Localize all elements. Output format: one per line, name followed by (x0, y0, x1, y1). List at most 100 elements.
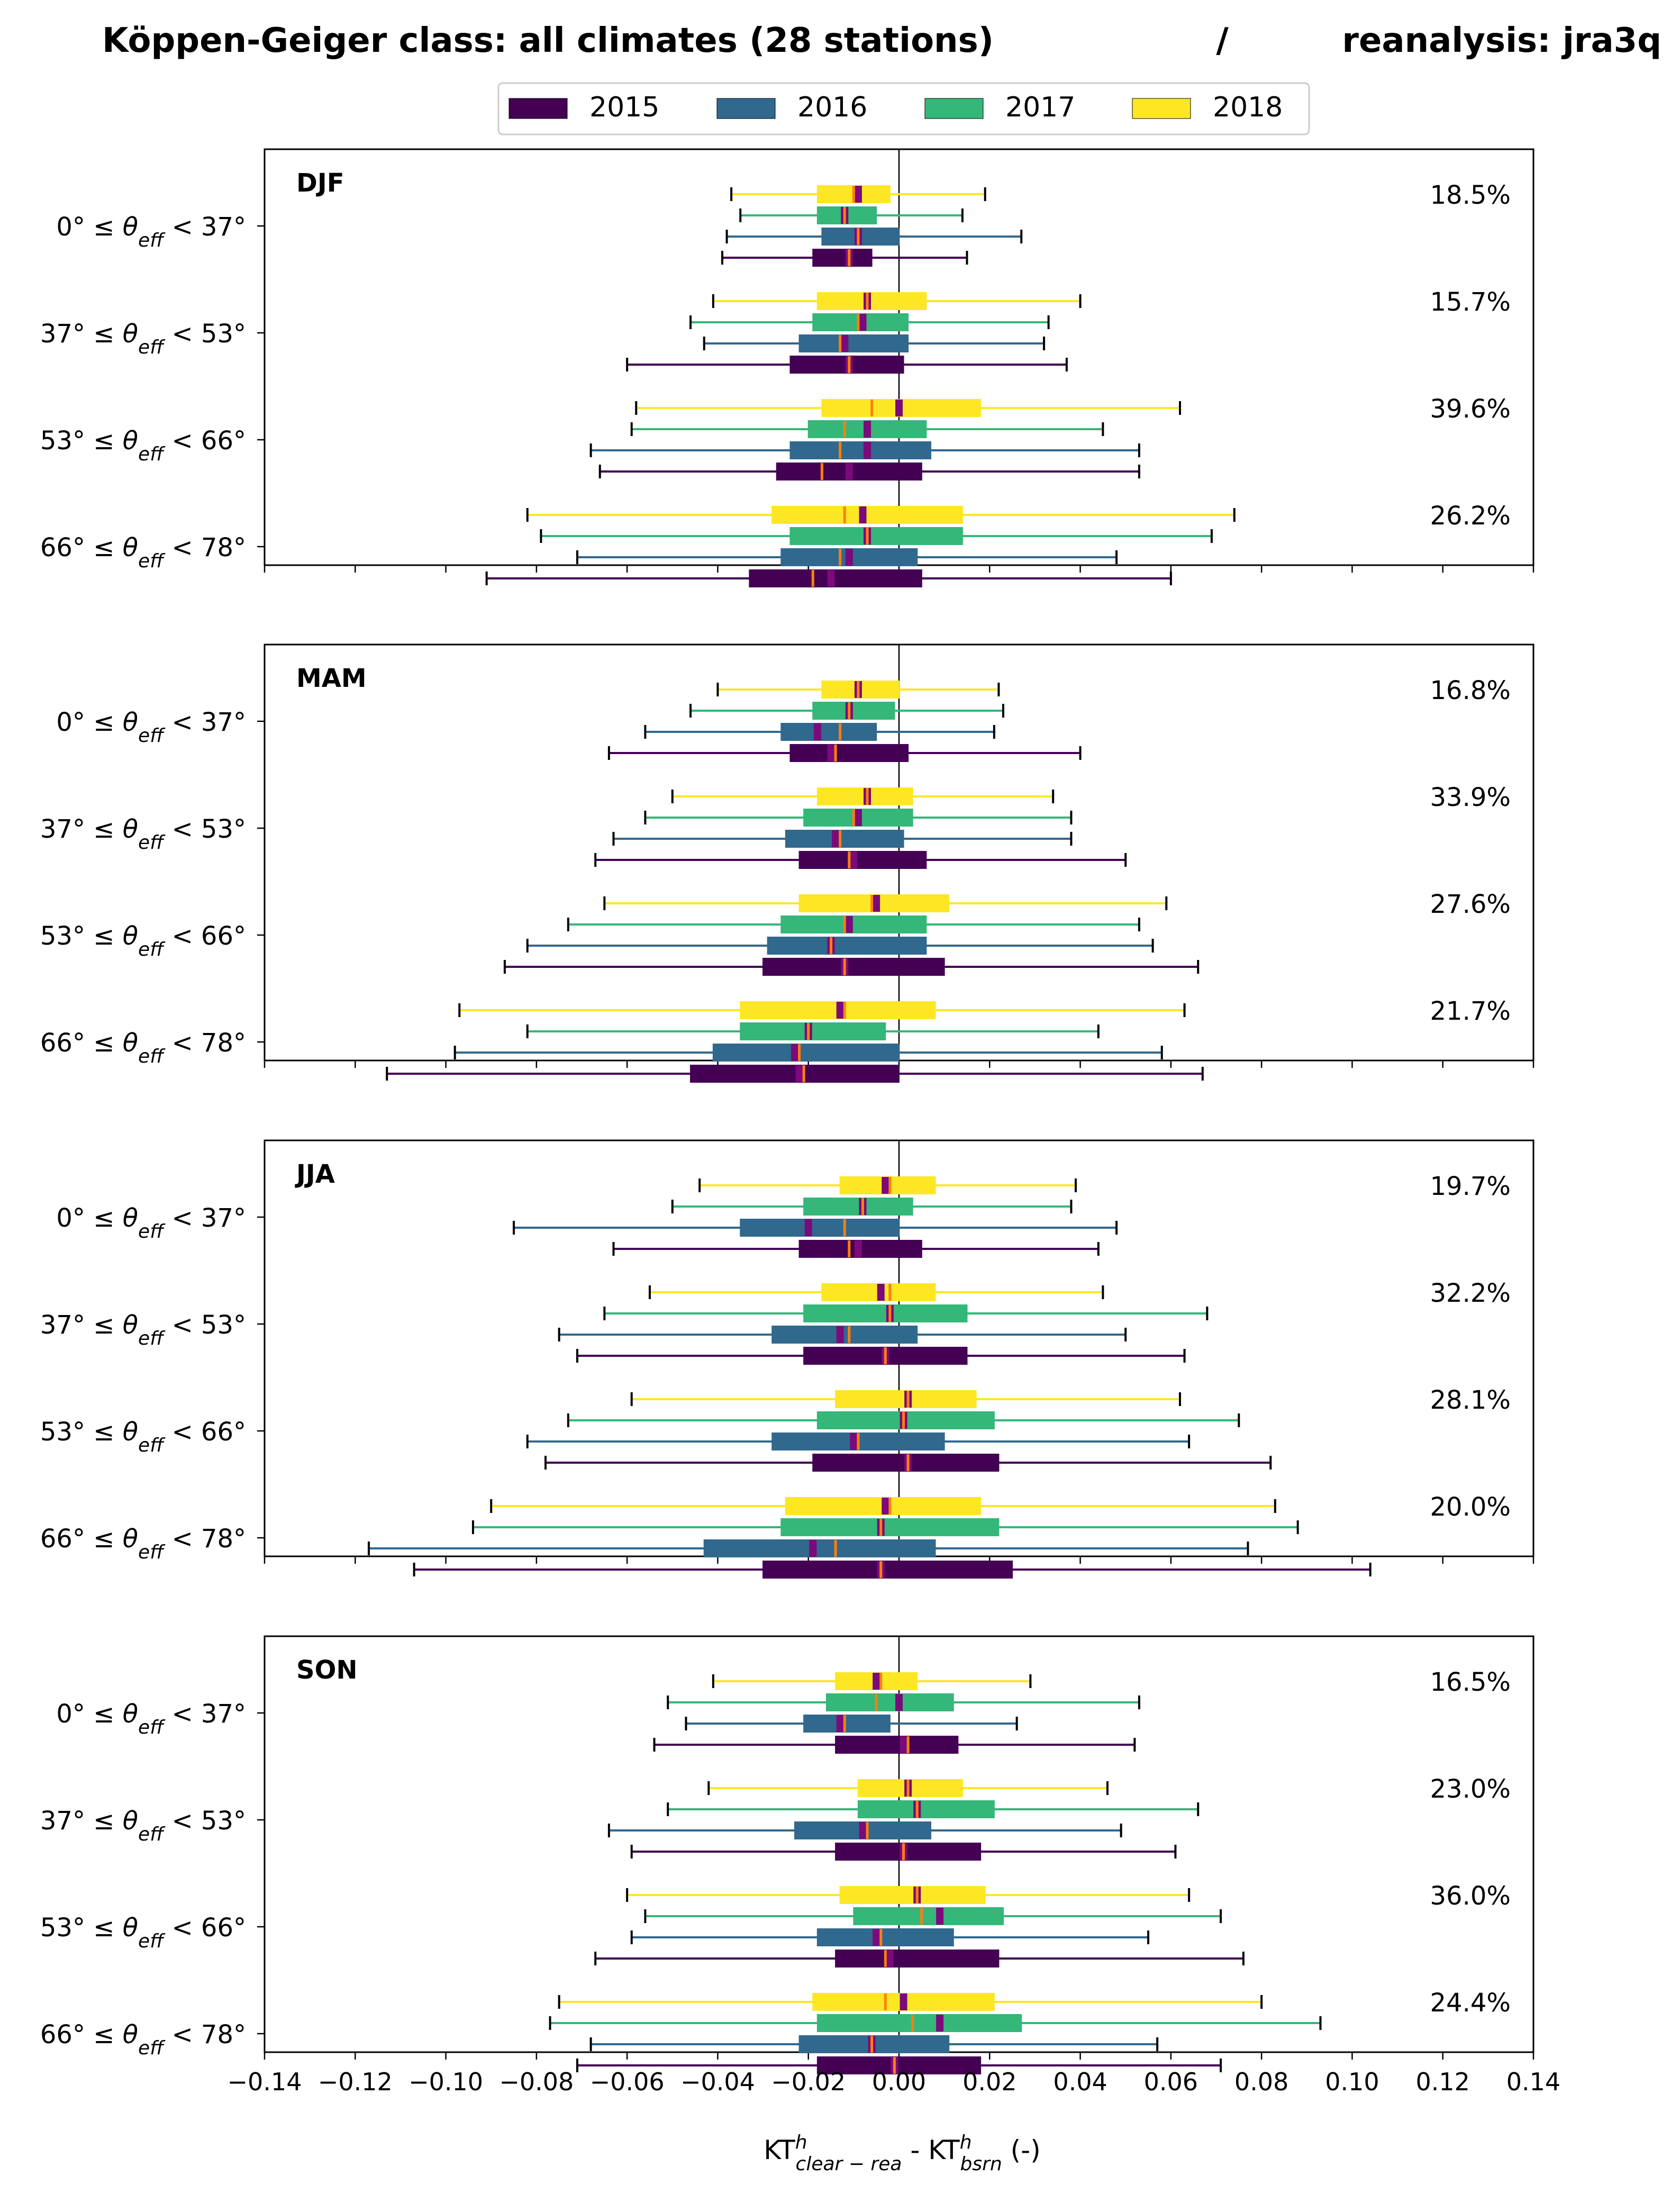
row-label-upper: 66° (201, 1913, 246, 1943)
iqr-box (789, 441, 931, 459)
row-label-upper: 78° (201, 1028, 246, 1058)
box-2015 (607, 744, 1082, 762)
row-label-lt: < (164, 1524, 201, 1554)
row-label-lt: < (164, 1913, 201, 1943)
box-2015 (594, 1950, 1245, 1968)
iqr-box (835, 1843, 982, 1861)
iqr-box (816, 292, 927, 310)
mean-marker (859, 1822, 867, 1839)
chart-title-left: Köppen-Geiger class: all climates (28 st… (102, 21, 994, 60)
row-label-le: ≤ (85, 1417, 123, 1447)
row-label: 0° ≤ θeff < 37° (56, 1699, 246, 1738)
row-label-lt: < (164, 1417, 201, 1447)
row-label-lt: < (164, 533, 201, 563)
row-label-lower: 37° (40, 1806, 85, 1836)
row-label-lt: < (164, 1203, 201, 1233)
box-2018 (490, 1497, 1276, 1515)
row-label-eff: eff (138, 832, 166, 854)
box-2017 (644, 809, 1073, 827)
row-label-le: ≤ (85, 533, 123, 563)
row-label-lt: < (164, 2020, 201, 2050)
row-label-lt: < (164, 1310, 201, 1340)
mean-marker (859, 314, 867, 331)
box-2018 (648, 1283, 1104, 1301)
x-tick-label: −0.04 (680, 2068, 755, 2096)
row-label: 66° ≤ θeff < 78° (40, 1524, 246, 1563)
mean-marker (809, 1540, 817, 1557)
row-label-lower: 37° (40, 814, 85, 844)
percent-label: 27.6% (1430, 890, 1511, 919)
x-axis-label-sub1: clear − rea (796, 2153, 902, 2175)
row-label: 0° ≤ θeff < 37° (56, 708, 246, 747)
iqr-box (780, 1518, 1000, 1536)
percent-label: 15.7% (1430, 287, 1511, 317)
percent-label: 26.2% (1430, 501, 1511, 531)
box-2017 (689, 702, 1004, 720)
iqr-box (771, 1326, 918, 1344)
box-2015 (653, 1736, 1136, 1754)
box-2016 (367, 1539, 1249, 1557)
mean-marker (877, 1284, 885, 1301)
iqr-box (767, 937, 927, 955)
box-2015 (630, 1843, 1177, 1861)
box-2017 (667, 1800, 1200, 1818)
box-2017 (567, 1411, 1240, 1429)
box-2018 (716, 681, 1000, 699)
row-label-eff: eff (138, 1046, 166, 1067)
row-label-eff: eff (138, 1542, 166, 1563)
box-2017 (644, 1907, 1222, 1925)
iqr-box (762, 1561, 1013, 1579)
row-label-theta: θ (123, 426, 138, 456)
box-2017 (567, 915, 1140, 933)
row-label-theta: θ (123, 1913, 138, 1943)
chart-title-right: reanalysis: jra3q (1342, 21, 1661, 60)
iqr-box (839, 1886, 986, 1904)
box-2017 (471, 1518, 1299, 1536)
box-2015 (576, 2056, 1222, 2074)
row-label-lower: 0° (56, 1203, 85, 1233)
row-label: 0° ≤ θeff < 37° (56, 212, 246, 251)
mean-marker (804, 1219, 812, 1236)
box-2018 (698, 1176, 1077, 1194)
x-tick-label: 0.04 (1053, 2068, 1107, 2096)
x-axis-label-end: (-) (1002, 2135, 1041, 2165)
mean-marker (791, 1044, 799, 1061)
box-2017 (689, 313, 1050, 331)
row-label-upper: 37° (201, 708, 246, 737)
row-label-le: ≤ (85, 319, 123, 349)
box-2016 (526, 937, 1154, 955)
box-2016 (589, 2035, 1159, 2053)
row-label: 66° ≤ θeff < 78° (40, 2020, 246, 2059)
mean-marker (900, 1993, 907, 2010)
row-label-lower: 37° (40, 319, 85, 349)
iqr-box (812, 249, 873, 267)
mean-marker (873, 895, 880, 912)
row-label-upper: 53° (201, 1806, 246, 1836)
x-tick-label: 0.12 (1416, 2068, 1470, 2096)
legend-label-2018: 2018 (1213, 92, 1283, 123)
row-label-eff: eff (138, 550, 166, 572)
x-axis-label-sup1: h (795, 2132, 807, 2153)
row-label-lt: < (164, 1028, 201, 1058)
box-2018 (630, 1390, 1181, 1408)
mean-marker (827, 570, 835, 587)
row-label: 53° ≤ θeff < 66° (40, 921, 246, 960)
row-label-theta: θ (123, 921, 138, 951)
x-tick-label: −0.14 (228, 2068, 302, 2096)
box-2016 (644, 723, 995, 741)
legend-label-2015: 2015 (589, 92, 659, 123)
row-label-eff: eff (138, 230, 166, 251)
mean-marker (850, 851, 858, 868)
box-2016 (558, 1326, 1127, 1344)
legend-frame (497, 82, 1310, 135)
season-label-mam: MAM (296, 664, 367, 693)
row-label-upper: 37° (201, 1699, 246, 1729)
box-2018 (707, 1779, 1109, 1797)
row-label-eff: eff (138, 1328, 166, 1349)
row-label: 37° ≤ θeff < 53° (40, 319, 246, 358)
row-label-theta: θ (123, 1310, 138, 1340)
row-label-lower: 53° (40, 1417, 85, 1447)
row-label-theta: θ (123, 533, 138, 563)
